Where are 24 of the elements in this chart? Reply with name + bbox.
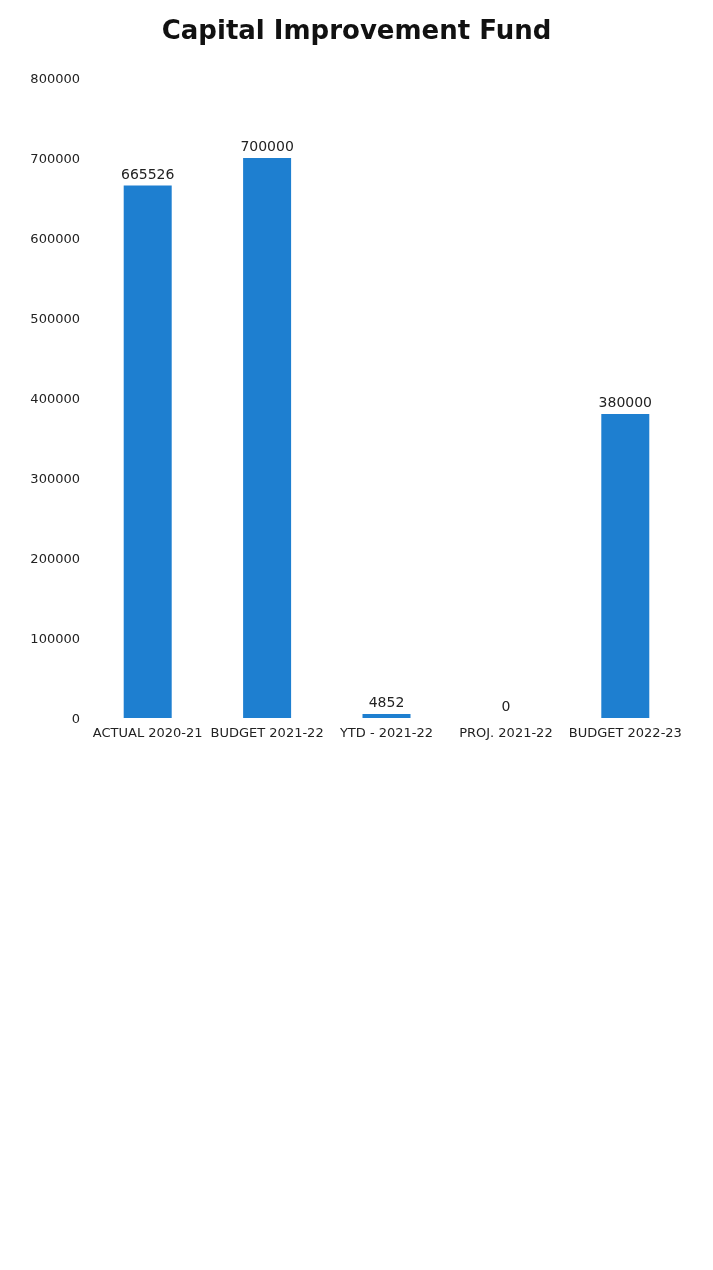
- y-tick-label: 700000: [30, 150, 80, 166]
- data-label: 665526: [120, 165, 175, 182]
- y-tick-label: 500000: [30, 310, 80, 326]
- y-tick-label: 0: [71, 710, 80, 726]
- data-label: 700000: [240, 138, 294, 154]
- y-tick-label: 600000: [30, 230, 80, 246]
- x-tick-label: BUDGET 2022-23: [568, 725, 682, 740]
- bar: [601, 414, 650, 718]
- data-label: 0: [501, 698, 511, 714]
- x-tick-label: PROJ. 2021-22: [459, 725, 553, 740]
- bar: [243, 158, 292, 718]
- y-tick-label: 300000: [30, 470, 80, 486]
- x-tick-label: YTD - 2021-22: [338, 725, 434, 740]
- y-tick-label: 400000: [30, 390, 80, 406]
- y-tick-label: 800000: [30, 70, 80, 86]
- y-tick-label: 200000: [30, 550, 80, 566]
- bar: [362, 714, 411, 718]
- y-tick-label: 100000: [30, 630, 80, 646]
- x-tick-label: ACTUAL 2020-21: [92, 725, 203, 740]
- x-tick-label: BUDGET 2021-22: [210, 725, 324, 740]
- data-label: 380000: [598, 394, 653, 410]
- bar: [123, 185, 172, 718]
- chart-title: Capital Improvement Fund: [161, 15, 552, 45]
- data-label: 4852: [368, 694, 405, 711]
